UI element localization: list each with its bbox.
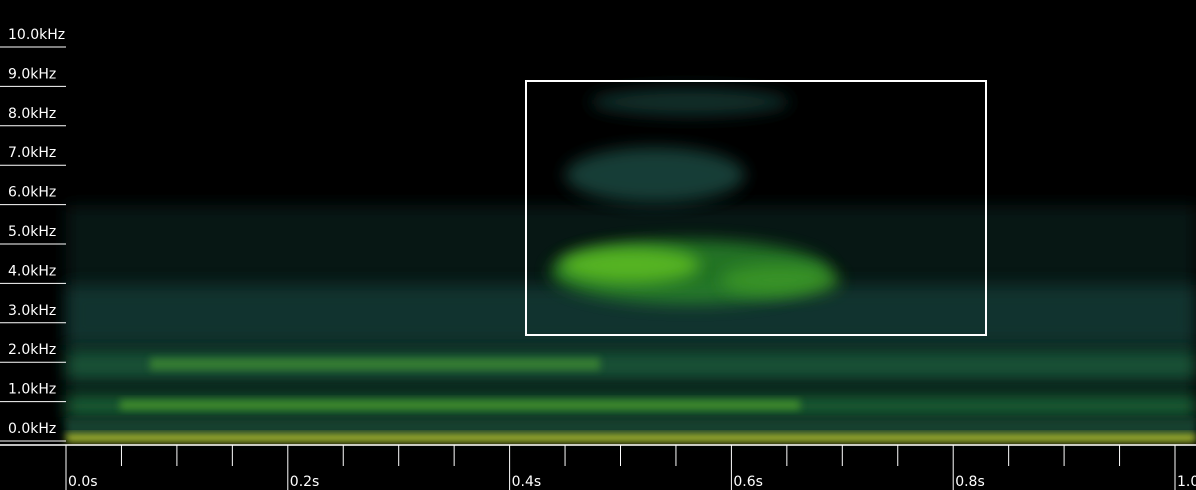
x-tick-label: 0.0s: [68, 474, 98, 490]
x-tick-label: 0.6s: [733, 474, 763, 490]
x-tick-label: 0.2s: [290, 474, 320, 490]
spectrogram-view: 0.0kHz 1.0kHz 2.0kHz 3.0kHz 4.0kHz 5.0kHz 6.0k…: [0, 0, 1196, 490]
y-tick-label: 1.0kHz: [8, 382, 56, 398]
page: 0.0kHz 1.0kHz 2.0kHz 3.0kHz 4.0kHz 5.0kHz 6.0k…: [0, 0, 1196, 490]
y-tick-label: 0.0kHz: [8, 421, 56, 437]
y-tick-label: 5.0kHz: [8, 224, 56, 240]
y-tick-label: 4.0kHz: [8, 263, 56, 279]
x-tick-label: 0.4s: [512, 474, 542, 490]
y-tick-label: 6.0kHz: [8, 185, 56, 201]
y-tick-label: 10.0kHz: [8, 27, 65, 43]
y-tick-label: 2.0kHz: [8, 342, 56, 358]
y-tick-label: 3.0kHz: [8, 303, 56, 319]
y-tick-label: 9.0kHz: [8, 66, 56, 82]
x-tick-label: 0.8s: [955, 474, 985, 490]
y-tick-label: 8.0kHz: [8, 106, 56, 122]
y-tick-label: 7.0kHz: [8, 145, 56, 161]
x-tick-label: 1.0s: [1177, 474, 1196, 490]
